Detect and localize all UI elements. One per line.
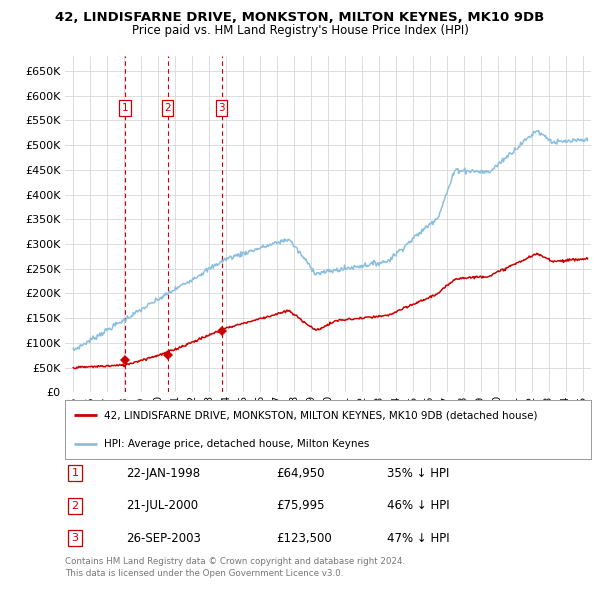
Text: 42, LINDISFARNE DRIVE, MONKSTON, MILTON KEYNES, MK10 9DB (detached house): 42, LINDISFARNE DRIVE, MONKSTON, MILTON …	[104, 411, 538, 420]
Text: £75,995: £75,995	[276, 499, 325, 512]
Text: 3: 3	[218, 103, 225, 113]
Text: Price paid vs. HM Land Registry's House Price Index (HPI): Price paid vs. HM Land Registry's House …	[131, 24, 469, 37]
Text: £123,500: £123,500	[276, 532, 332, 545]
Text: 21-JUL-2000: 21-JUL-2000	[126, 499, 198, 512]
Text: 3: 3	[71, 533, 79, 543]
Text: 1: 1	[122, 103, 128, 113]
Text: HPI: Average price, detached house, Milton Keynes: HPI: Average price, detached house, Milt…	[104, 439, 370, 448]
Text: This data is licensed under the Open Government Licence v3.0.: This data is licensed under the Open Gov…	[65, 569, 343, 578]
Text: Contains HM Land Registry data © Crown copyright and database right 2024.: Contains HM Land Registry data © Crown c…	[65, 558, 405, 566]
Text: 1: 1	[71, 468, 79, 478]
Text: 2: 2	[71, 501, 79, 510]
Text: 22-JAN-1998: 22-JAN-1998	[126, 467, 200, 480]
Text: 35% ↓ HPI: 35% ↓ HPI	[387, 467, 449, 480]
Text: 46% ↓ HPI: 46% ↓ HPI	[387, 499, 449, 512]
Text: 47% ↓ HPI: 47% ↓ HPI	[387, 532, 449, 545]
Text: £64,950: £64,950	[276, 467, 325, 480]
Text: 26-SEP-2003: 26-SEP-2003	[126, 532, 201, 545]
Text: 2: 2	[164, 103, 171, 113]
Text: 42, LINDISFARNE DRIVE, MONKSTON, MILTON KEYNES, MK10 9DB: 42, LINDISFARNE DRIVE, MONKSTON, MILTON …	[55, 11, 545, 24]
